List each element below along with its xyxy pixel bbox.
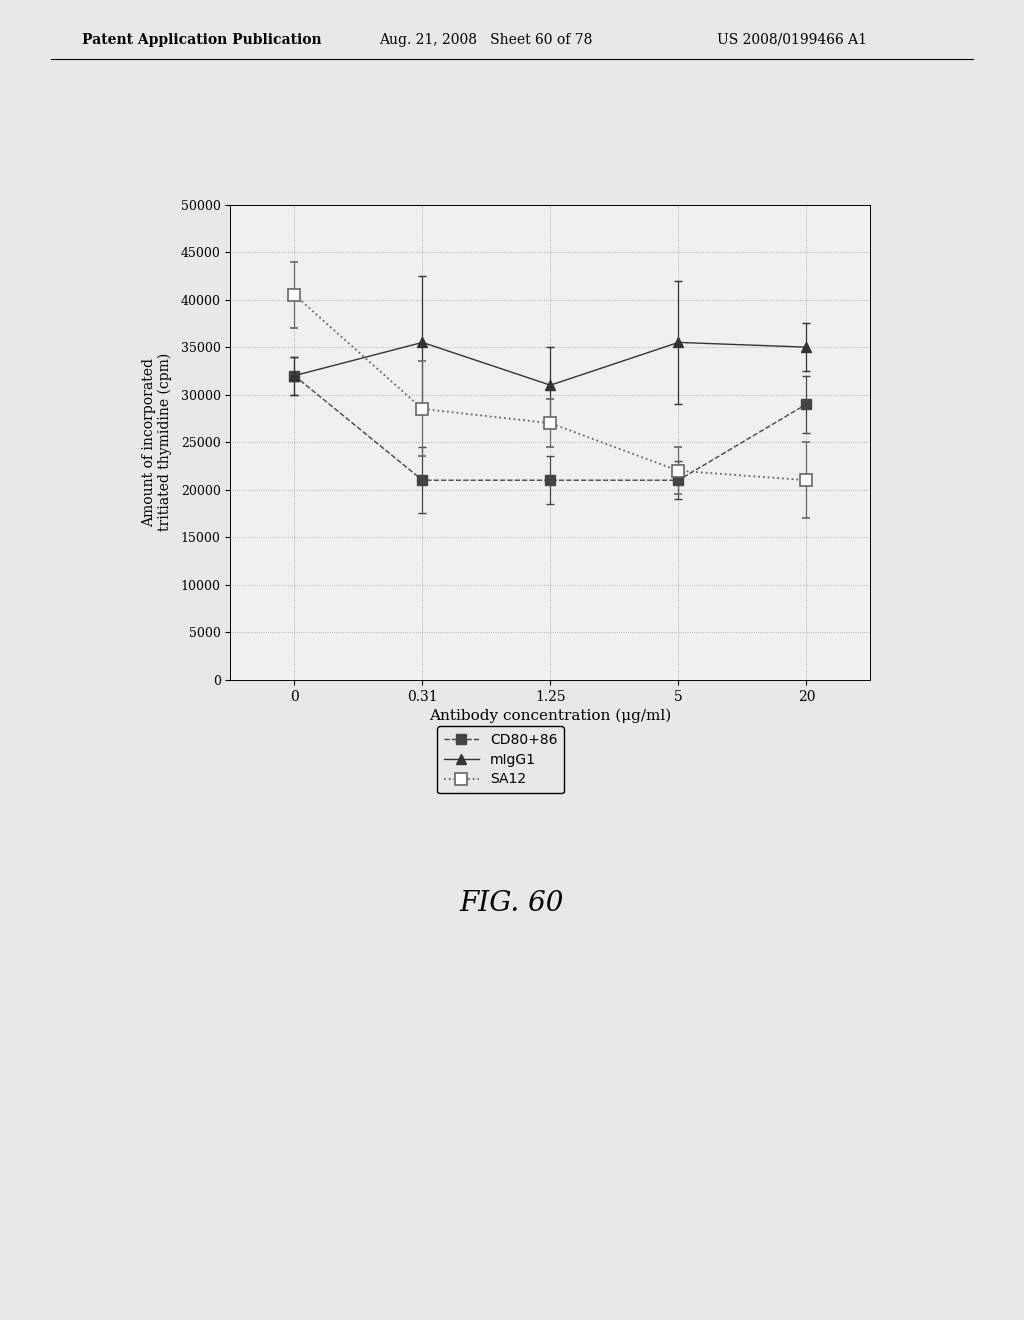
X-axis label: Antibody concentration (μg/ml): Antibody concentration (μg/ml): [429, 709, 672, 723]
Text: Patent Application Publication: Patent Application Publication: [82, 33, 322, 46]
Legend: CD80+86, mIgG1, SA12: CD80+86, mIgG1, SA12: [437, 726, 564, 793]
Text: Aug. 21, 2008   Sheet 60 of 78: Aug. 21, 2008 Sheet 60 of 78: [379, 33, 592, 46]
Text: FIG. 60: FIG. 60: [460, 890, 564, 917]
Text: US 2008/0199466 A1: US 2008/0199466 A1: [717, 33, 866, 46]
Y-axis label: Amount of incorporated
tritiated thymidine (cpm): Amount of incorporated tritiated thymidi…: [141, 352, 172, 532]
